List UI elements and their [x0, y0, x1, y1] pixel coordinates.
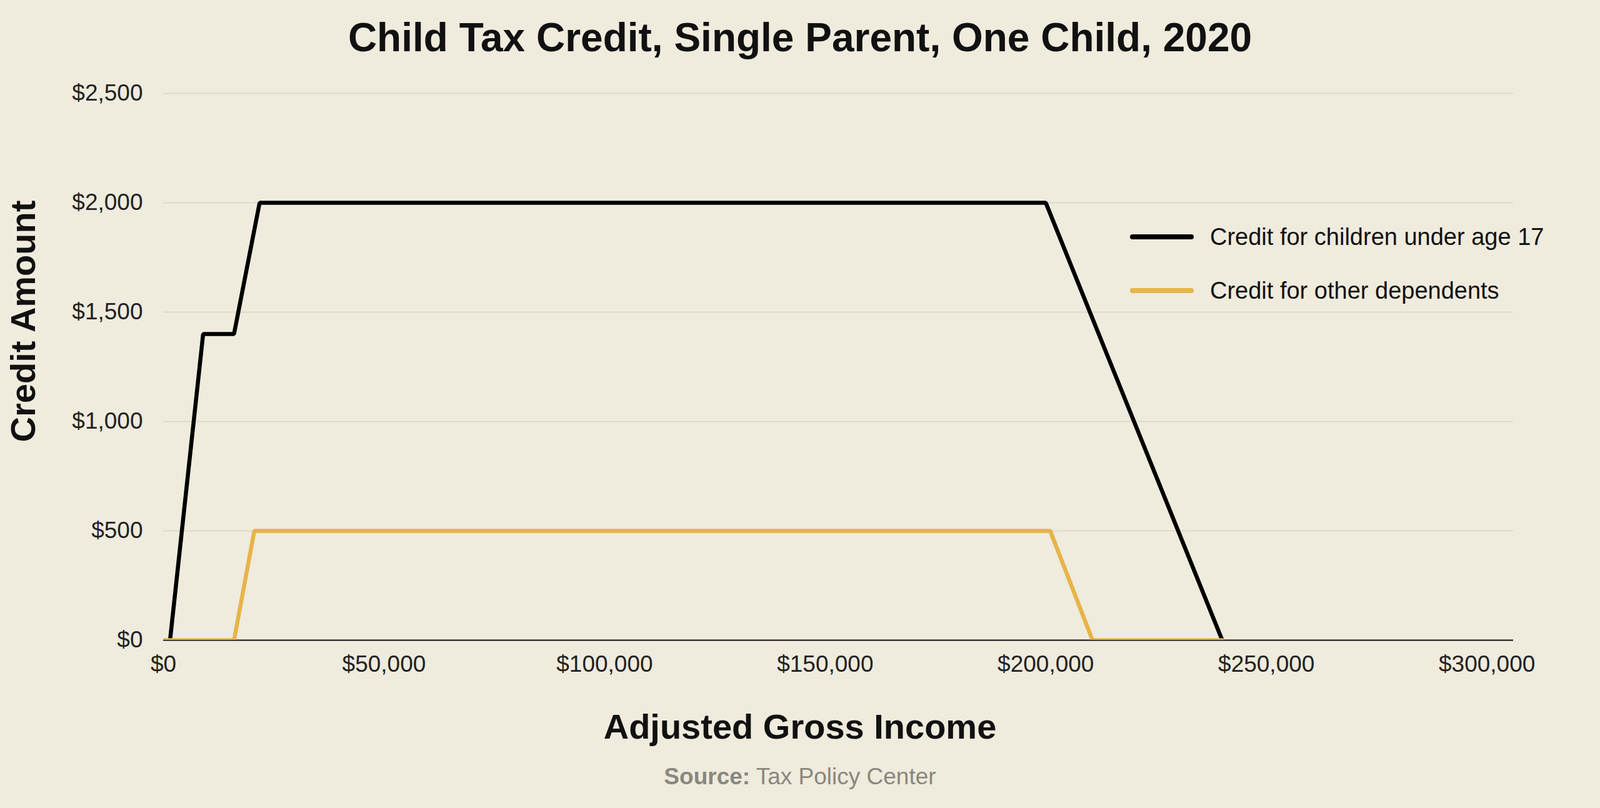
svg-text:$1,500: $1,500	[71, 298, 143, 325]
html-text:Source: Tax Policy Center: Source: Tax Policy Center	[664, 763, 936, 790]
svg-text:$500: $500	[91, 517, 143, 544]
svg-text:$0: $0	[150, 651, 177, 677]
html-text:Credit for children under age: Credit for children under age 17	[1210, 223, 1544, 250]
svg-text:$300,000: $300,000	[1438, 651, 1535, 677]
svg-text:$50,000: $50,000	[342, 651, 427, 677]
svg-text:$2,000: $2,000	[71, 189, 143, 215]
svg-text:$250,000: $250,000	[1218, 651, 1315, 677]
html-text:Credit for other dependents: Credit for other dependents	[1210, 277, 1500, 304]
svg-text:$1,000: $1,000	[71, 408, 143, 434]
html-text:Adjusted Gross Income: Adjusted Gross Income	[603, 706, 997, 747]
html-text:Child Tax Credit, Single Paren: Child Tax Credit, Single Parent, One Chi…	[348, 15, 1252, 60]
svg-text:$150,000: $150,000	[776, 651, 874, 677]
svg-text:$0: $0	[116, 626, 143, 653]
svg-text:$100,000: $100,000	[556, 651, 653, 677]
html-text:Credit Amount: Credit Amount	[2, 200, 43, 443]
svg-text:$200,000: $200,000	[997, 651, 1094, 677]
svg-text:$2,500: $2,500	[71, 80, 143, 106]
